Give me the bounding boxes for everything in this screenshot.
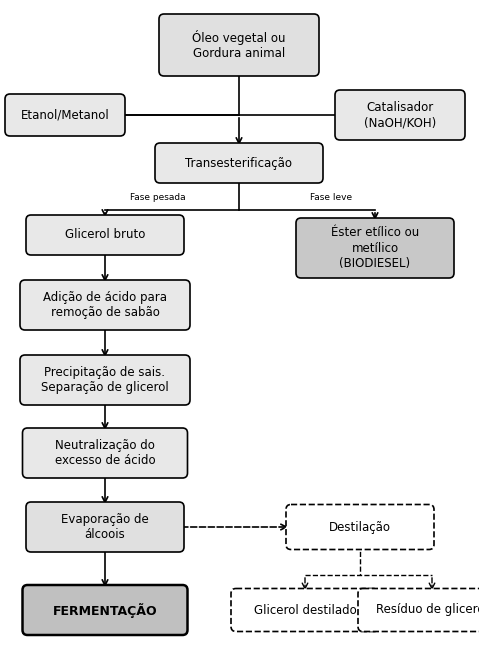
FancyBboxPatch shape bbox=[20, 355, 190, 405]
Text: Precipitação de sais.
Separação de glicerol: Precipitação de sais. Separação de glice… bbox=[41, 366, 169, 394]
FancyBboxPatch shape bbox=[159, 14, 319, 76]
Text: Transesterificação: Transesterificação bbox=[185, 156, 293, 169]
Text: Adição de ácido para
remoção de sabão: Adição de ácido para remoção de sabão bbox=[43, 291, 167, 319]
Text: FERMENTAÇÃO: FERMENTAÇÃO bbox=[53, 602, 157, 617]
FancyBboxPatch shape bbox=[26, 502, 184, 552]
Text: Fase pesada: Fase pesada bbox=[130, 194, 186, 202]
Text: Glicerol bruto: Glicerol bruto bbox=[65, 229, 145, 241]
FancyBboxPatch shape bbox=[26, 215, 184, 255]
FancyBboxPatch shape bbox=[5, 94, 125, 136]
Text: Destilação: Destilação bbox=[329, 521, 391, 534]
FancyBboxPatch shape bbox=[23, 428, 187, 478]
FancyBboxPatch shape bbox=[23, 585, 187, 635]
FancyBboxPatch shape bbox=[358, 588, 479, 631]
Text: Resíduo de glicerol: Resíduo de glicerol bbox=[376, 604, 479, 617]
Text: Éster etílico ou
metílico
(BIODIESEL): Éster etílico ou metílico (BIODIESEL) bbox=[331, 227, 419, 270]
Text: Glicerol destilado: Glicerol destilado bbox=[253, 604, 356, 617]
FancyBboxPatch shape bbox=[231, 588, 379, 631]
FancyBboxPatch shape bbox=[20, 280, 190, 330]
Text: Catalisador
(NaOH/KOH): Catalisador (NaOH/KOH) bbox=[364, 101, 436, 129]
FancyBboxPatch shape bbox=[335, 90, 465, 140]
Text: Óleo vegetal ou
Gordura animal: Óleo vegetal ou Gordura animal bbox=[192, 30, 286, 60]
FancyBboxPatch shape bbox=[155, 143, 323, 183]
FancyBboxPatch shape bbox=[296, 218, 454, 278]
Text: Fase leve: Fase leve bbox=[310, 194, 352, 202]
FancyBboxPatch shape bbox=[286, 505, 434, 550]
Text: Evaporação de
álcoois: Evaporação de álcoois bbox=[61, 513, 149, 541]
Text: Neutralização do
excesso de ácido: Neutralização do excesso de ácido bbox=[55, 439, 155, 467]
Text: Etanol/Metanol: Etanol/Metanol bbox=[21, 109, 109, 121]
